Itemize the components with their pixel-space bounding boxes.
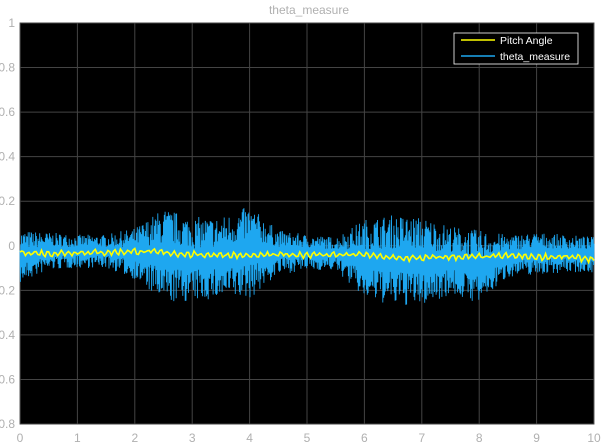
y-axis-ticks: 1 0.8 0.6 0.4 0.2 0 0.2 0.4 0.6 0.8 <box>0 16 15 431</box>
x-tick-label: 1 <box>74 431 81 445</box>
series-line-pitch-angle <box>19 247 595 265</box>
x-tick-label: 9 <box>533 431 540 445</box>
y-tick-label: 0.2 <box>0 194 15 208</box>
x-tick-label: 3 <box>189 431 196 445</box>
y-tick-label: 1 <box>8 16 15 30</box>
chart-title: theta_measure <box>269 3 349 17</box>
y-tick-label: 0.4 <box>0 328 15 342</box>
y-tick-label: 0.8 <box>0 61 15 75</box>
x-tick-label: 2 <box>131 431 138 445</box>
y-tick-label: 0 <box>8 239 15 253</box>
x-axis-ticks: 0 1 2 3 4 5 6 7 8 9 10 <box>17 431 601 445</box>
x-tick-label: 0 <box>17 431 24 445</box>
x-tick-label: 8 <box>476 431 483 445</box>
legend[interactable]: Pitch Angle theta_measure <box>453 32 579 65</box>
y-tick-label: 0.2 <box>0 283 15 297</box>
x-tick-label: 4 <box>246 431 253 445</box>
y-tick-label: 0.6 <box>0 372 15 386</box>
y-tick-label: 0.6 <box>0 105 15 119</box>
legend-box <box>453 32 579 65</box>
y-tick-label: 0.4 <box>0 150 15 164</box>
series-line-theta-measure <box>19 208 595 305</box>
x-tick-label: 7 <box>418 431 425 445</box>
y-tick-label: 0.8 <box>0 417 15 431</box>
x-tick-label: 10 <box>587 431 601 445</box>
x-tick-label: 6 <box>361 431 368 445</box>
grid-lines <box>20 22 594 425</box>
legend-label-theta-measure: theta_measure <box>500 51 570 63</box>
legend-label-pitch-angle: Pitch Angle <box>500 35 553 47</box>
series-layer <box>19 208 595 305</box>
x-tick-label: 5 <box>304 431 311 445</box>
